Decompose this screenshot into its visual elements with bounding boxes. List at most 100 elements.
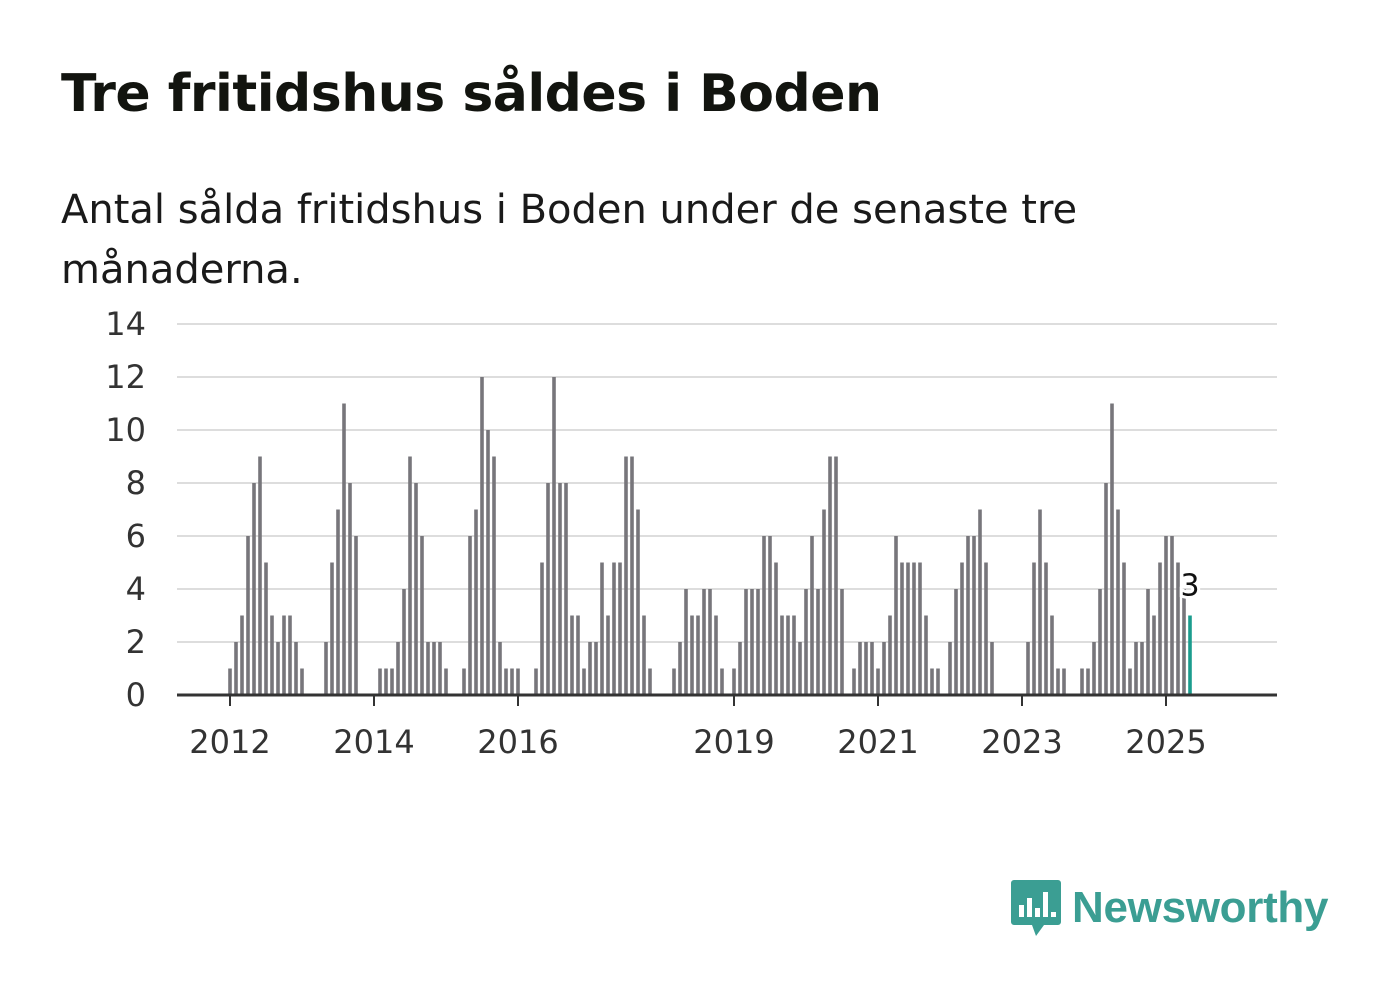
bar (816, 589, 820, 695)
bar (1044, 562, 1048, 695)
bar (738, 642, 742, 695)
bar (792, 615, 796, 695)
bar (612, 562, 616, 695)
y-axis-ticks: 0 2 4 6 8 10 12 14 (105, 305, 146, 714)
bar (1062, 668, 1066, 695)
bar (690, 615, 694, 695)
data-labels: 3 (1177, 566, 1202, 607)
bar (1134, 642, 1138, 695)
bar (636, 509, 640, 695)
bar (228, 668, 232, 695)
bar (798, 642, 802, 695)
bars (228, 377, 1192, 695)
bar (1098, 589, 1102, 695)
bar (894, 536, 898, 695)
bar (1116, 509, 1120, 695)
bar (1050, 615, 1054, 695)
bar (882, 642, 886, 695)
bar (774, 562, 778, 695)
bar (240, 615, 244, 695)
bar (900, 562, 904, 695)
bar (294, 642, 298, 695)
bar (918, 562, 922, 695)
bar (588, 642, 592, 695)
bar (570, 615, 574, 695)
bar (912, 562, 916, 695)
bar (1158, 562, 1162, 695)
bar (756, 589, 760, 695)
bar (516, 668, 520, 695)
bar (474, 509, 478, 695)
bar (648, 668, 652, 695)
bar (444, 668, 448, 695)
bar (1176, 562, 1180, 695)
bar (432, 642, 436, 695)
bar (702, 589, 706, 695)
bar (936, 668, 940, 695)
bar (876, 668, 880, 695)
bar (762, 536, 766, 695)
bar (246, 536, 250, 695)
bar (504, 668, 508, 695)
bar (492, 456, 496, 695)
bar (750, 589, 754, 695)
x-tick-label: 2019 (693, 723, 774, 761)
bar (864, 642, 868, 695)
bar (804, 589, 808, 695)
bar (888, 615, 892, 695)
bar (768, 536, 772, 695)
bar (960, 562, 964, 695)
x-tick-label: 2016 (477, 723, 558, 761)
y-tick-label: 8 (126, 464, 146, 502)
bar (354, 536, 358, 695)
bar (984, 562, 988, 695)
bar (978, 509, 982, 695)
bar (396, 642, 400, 695)
bar (336, 509, 340, 695)
y-tick-label: 14 (105, 305, 146, 343)
bar (708, 589, 712, 695)
bar (732, 668, 736, 695)
bar (576, 615, 580, 695)
bar (780, 615, 784, 695)
bar (720, 668, 724, 695)
bar (1056, 668, 1060, 695)
bar (1038, 509, 1042, 695)
bar (678, 642, 682, 695)
bar (696, 615, 700, 695)
bar (594, 642, 598, 695)
bar (852, 668, 856, 695)
bar (1032, 562, 1036, 695)
bar (744, 589, 748, 695)
chart-subtitle: Antal sålda fritidshus i Boden under de … (61, 187, 1078, 293)
newsworthy-logo: Newsworthy (1010, 878, 1328, 938)
bar (270, 615, 274, 695)
x-tick-label: 2025 (1125, 723, 1206, 761)
bar (786, 615, 790, 695)
bar (630, 456, 634, 695)
bar (1164, 536, 1168, 695)
bar (510, 668, 514, 695)
x-axis-ticks: 2012 2014 2016 2019 2021 2023 2025 (189, 695, 1207, 761)
bar (948, 642, 952, 695)
bar (264, 562, 268, 695)
bar (810, 536, 814, 695)
bar-chart: 0 2 4 6 8 10 12 14 2012 2014 2016 2019 2021 2023 2025… (105, 305, 1277, 761)
bar (390, 668, 394, 695)
bar (642, 615, 646, 695)
gridlines (177, 323, 1277, 643)
bar (438, 642, 442, 695)
bar (462, 668, 466, 695)
bar (408, 456, 412, 695)
bar (288, 615, 292, 695)
bar (966, 536, 970, 695)
bar (540, 562, 544, 695)
bar (1110, 403, 1114, 695)
bar (1140, 642, 1144, 695)
y-tick-label: 10 (105, 411, 146, 449)
bar (1128, 668, 1132, 695)
bar (342, 403, 346, 695)
bar (534, 668, 538, 695)
bar (924, 615, 928, 695)
bar (672, 668, 676, 695)
